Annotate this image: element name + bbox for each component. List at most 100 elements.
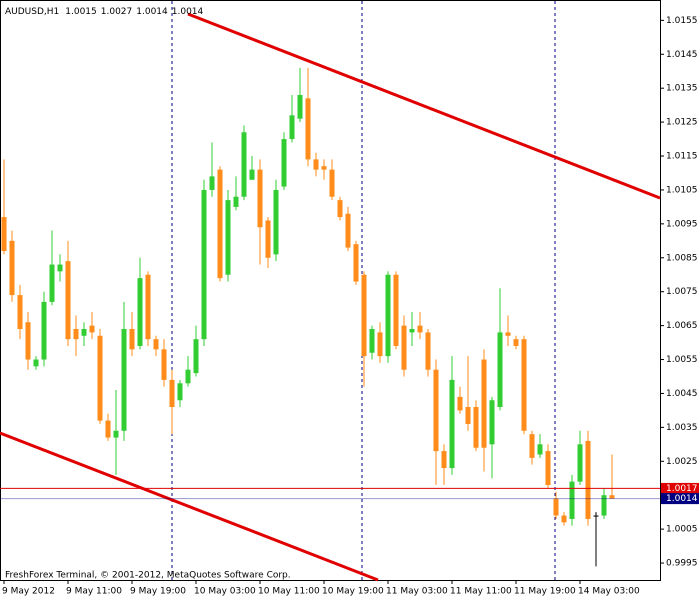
candle-body	[225, 200, 231, 275]
header-low: 1.0014	[136, 7, 168, 17]
y-tick-label: 1.0085	[666, 253, 698, 263]
candle-body	[185, 369, 191, 384]
candle-body	[401, 325, 407, 370]
candle-body	[273, 189, 279, 255]
x-tick-label: 10 May 11:00	[258, 587, 320, 597]
footer: FreshForex Terminal, © 2001-2012, MetaQu…	[5, 571, 291, 581]
candle-body	[465, 407, 471, 424]
candle-body	[81, 329, 87, 336]
candle-body	[217, 169, 223, 279]
candle-body	[97, 335, 103, 421]
candle-body	[209, 176, 215, 190]
header: AUDUSD,H1 1.0015 1.0027 1.0014 1.0014	[5, 7, 204, 17]
candle-body	[265, 220, 271, 258]
x-tick-label: 11 May 11:00	[450, 587, 512, 597]
candle-body	[601, 495, 607, 516]
symbol: AUDUSD,H1	[5, 7, 59, 17]
y-tick-label: 1.0005	[666, 525, 698, 535]
candle-body	[553, 498, 559, 516]
candle-body	[329, 169, 335, 197]
candle-body	[537, 444, 543, 455]
candle-body	[41, 301, 47, 360]
candle-body	[545, 451, 551, 486]
candle-body	[121, 329, 127, 431]
y-tick-label: 1.0075	[666, 287, 698, 297]
candle-body	[337, 200, 343, 218]
trend-line	[0, 431, 379, 582]
candle-body	[153, 339, 159, 350]
candle-body	[321, 166, 327, 170]
x-tick-label: 9 May 2012	[2, 587, 55, 597]
plot-frame	[0, 0, 661, 581]
y-tick-label: 1.0155	[666, 16, 698, 26]
x-tick-label: 14 May 03:00	[578, 587, 640, 597]
candle-body	[521, 339, 527, 431]
price-label-bg	[661, 493, 699, 505]
candle-body	[369, 329, 375, 353]
candle-body	[249, 169, 255, 180]
x-tick-label: 10 May 03:00	[194, 587, 256, 597]
candle-body	[353, 244, 359, 282]
candle-body	[505, 332, 511, 336]
candle-body	[65, 261, 71, 340]
candle-body	[17, 295, 23, 330]
price-label: 1.0014	[666, 494, 698, 504]
candle-body	[233, 196, 239, 207]
header-close: 1.0014	[172, 7, 204, 17]
candle-body	[289, 115, 295, 140]
candle-body	[1, 217, 7, 251]
candle-body	[385, 274, 391, 357]
candle-body	[593, 515, 599, 517]
header-open: 1.0015	[65, 7, 97, 17]
candle-body	[137, 278, 143, 346]
candle-body	[313, 159, 319, 170]
candle-body	[449, 379, 455, 469]
candle-body	[457, 396, 463, 411]
x-tick-label: 9 May 11:00	[66, 587, 122, 597]
candle-body	[113, 430, 119, 438]
candle-body	[433, 369, 439, 452]
x-tick-label: 9 May 19:00	[130, 587, 186, 597]
candle-body	[57, 264, 63, 272]
candle-body	[513, 339, 519, 346]
candle-body	[49, 264, 55, 302]
candle-body	[561, 515, 567, 523]
candle-body	[89, 325, 95, 333]
candle-body	[585, 440, 591, 519]
candle-body	[129, 329, 135, 350]
candle-body	[481, 359, 487, 448]
trend-line	[187, 12, 661, 200]
candle-body	[473, 407, 479, 448]
candle-body	[257, 169, 263, 228]
x-tick-label: 11 May 03:00	[386, 587, 448, 597]
candle-body	[393, 274, 399, 346]
candle-body	[409, 329, 415, 333]
candle-body	[161, 349, 167, 380]
y-tick-label: 1.0105	[666, 185, 698, 195]
candle-body	[193, 339, 199, 374]
candle-body	[609, 495, 615, 499]
candle-body	[297, 94, 303, 119]
y-tick-label: 1.0065	[666, 321, 698, 331]
candle-body	[345, 213, 351, 248]
candle-body	[177, 383, 183, 401]
x-tick-label: 11 May 19:00	[514, 587, 576, 597]
candle-body	[425, 332, 431, 370]
y-tick-label: 1.0035	[666, 423, 698, 433]
candle-body	[9, 240, 15, 296]
candle-body	[441, 451, 447, 469]
candle-body	[497, 332, 503, 408]
candle-body	[361, 274, 367, 357]
candle-body	[201, 189, 207, 340]
x-tick-label: 10 May 19:00	[322, 587, 384, 597]
candle-body	[25, 322, 31, 360]
y-tick-label: 0.9995	[666, 559, 698, 569]
price-label-bg	[661, 482, 699, 494]
y-tick-label: 1.0045	[666, 389, 698, 399]
candle-body	[489, 400, 495, 445]
y-tick-label: 1.0025	[666, 457, 698, 467]
y-tick-label: 1.0135	[666, 84, 698, 94]
candle-body	[241, 132, 247, 197]
